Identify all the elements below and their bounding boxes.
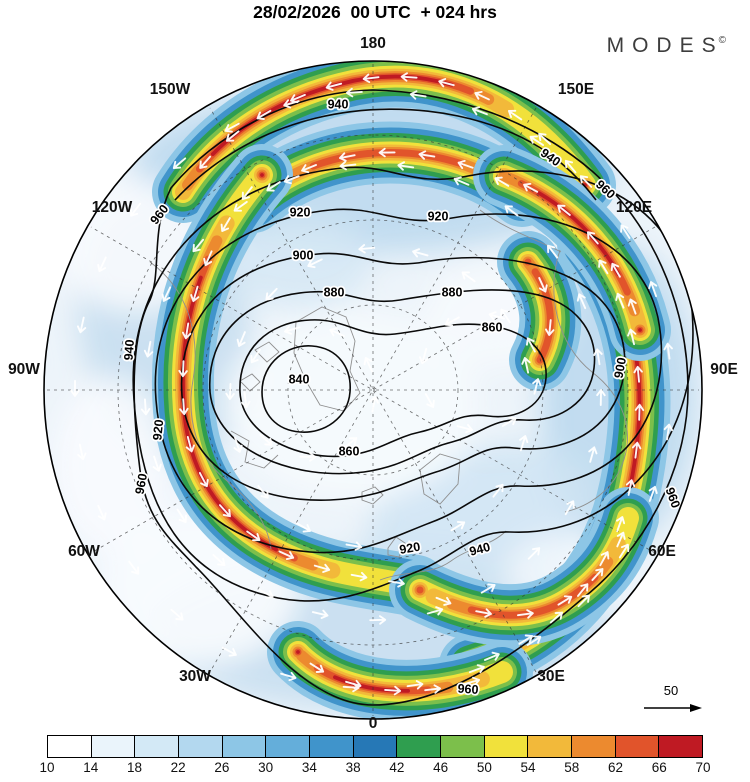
colorbar-tick-label: 34 (301, 760, 317, 775)
colorbar-tick-label: 58 (564, 760, 580, 775)
colorbar-tick-label: 26 (214, 760, 230, 775)
colorbar (47, 735, 703, 758)
coastline (230, 430, 279, 469)
colorbar-tick-label: 54 (520, 760, 536, 775)
contour-920 (154, 208, 663, 554)
contour-960 (133, 89, 689, 706)
contour-label: 920 (398, 540, 421, 557)
calm-zone (52, 377, 168, 553)
contour-840 (261, 345, 351, 433)
contour-940-trough (174, 108, 597, 201)
colorbar-cell (48, 736, 91, 757)
colorbar-tick-label: 10 (39, 760, 55, 775)
colorbar-ticks: 10 14 18 22 26 30 34 38 42 46 50 54 58 62 66 70 (39, 760, 710, 780)
copyright-icon: © (718, 35, 726, 46)
longitude-label: 180 (360, 35, 386, 52)
contour-label: 900 (293, 248, 314, 262)
shading-blob (228, 216, 372, 308)
coastlines (149, 209, 628, 581)
modes-logo-text: MODES (606, 34, 724, 57)
colorbar-tick-label: 42 (389, 760, 405, 775)
coastline (379, 530, 507, 581)
colorbar-tick-label: 14 (83, 760, 99, 775)
colorbar-cell (309, 736, 353, 757)
longitude-label: 0 (369, 715, 378, 732)
coastline (419, 453, 461, 505)
longitude-label: 120W (92, 199, 133, 216)
coastline (254, 341, 280, 363)
contour-label: 960 (457, 682, 479, 697)
colorbar-cell (483, 736, 528, 757)
contour-label: 940 (122, 339, 137, 361)
colorbar-cell (658, 736, 703, 757)
colorbar-tick-label: 22 (170, 760, 186, 775)
colorbar-cell (178, 736, 222, 757)
longitude-label: 30W (179, 668, 211, 685)
colorbar-tick-label: 50 (476, 760, 492, 775)
colorbar-cell (440, 736, 484, 757)
colorbar-cell (571, 736, 615, 757)
colorbar-tick-label: 62 (608, 760, 624, 775)
contour-860 (239, 319, 547, 458)
vector-reference-arrowhead (690, 704, 702, 712)
colorbar-tick-label: 66 (651, 760, 667, 775)
jet-band (181, 74, 587, 194)
longitude-label: 90W (8, 361, 40, 378)
weather-map: 840 860 860 880 880 900 900 920 920 920 920 940 940 9… (8, 35, 738, 732)
coastline (553, 249, 628, 513)
longitude-label: 150E (558, 81, 594, 98)
colorbar-cell (265, 736, 310, 757)
colorbar-tick-label: 30 (258, 760, 274, 775)
contour-label: 960 (133, 472, 150, 495)
colorbar-tick-label: 70 (695, 760, 711, 775)
colorbar-cell (221, 736, 266, 757)
contour-label: 920 (290, 205, 311, 219)
longitude-label: 150W (150, 81, 191, 98)
coastline (387, 536, 406, 558)
longitude-label: 30E (537, 668, 565, 685)
colorbar-cell (396, 736, 441, 757)
coastline (239, 373, 261, 392)
contour-label: 920 (150, 419, 166, 441)
vector-reference: 50 (644, 683, 702, 712)
colorbar-cell (134, 736, 179, 757)
longitude-label: 90E (710, 361, 738, 378)
calm-zone (224, 310, 480, 500)
contour-label: 860 (482, 320, 503, 334)
contour-label: 900 (612, 356, 629, 379)
contour-label: 940 (328, 97, 349, 111)
colorbar-cell (90, 736, 135, 757)
colorbar-tick-label: 38 (345, 760, 361, 775)
contour-880 (209, 289, 596, 475)
coastline (479, 209, 562, 253)
jet-band (524, 258, 554, 364)
modes-logo: MODES© (607, 34, 726, 58)
longitude-label: 120E (616, 199, 652, 216)
contour-label: 920 (428, 209, 449, 223)
coastline (361, 486, 384, 505)
contour-label: 880 (324, 285, 345, 299)
contour-label: 840 (289, 372, 310, 386)
contour-900 (180, 252, 626, 501)
longitude-label: 60W (68, 543, 100, 560)
colorbar-cell (614, 736, 659, 757)
colorbar-cell (527, 736, 572, 757)
colorbar-tick-label: 18 (126, 760, 142, 775)
colorbar-cell (352, 736, 397, 757)
vector-reference-label: 50 (664, 683, 678, 698)
chart-title: 28/02/2026 00 UTC + 024 hrs (253, 2, 497, 22)
colorbar-tick-label: 46 (433, 760, 449, 775)
contour-label: 860 (339, 444, 360, 458)
coastline (149, 261, 272, 550)
coastline (293, 306, 361, 412)
longitude-label: 60E (648, 543, 676, 560)
contour-label: 880 (442, 285, 463, 299)
map-boundary (43, 60, 703, 720)
